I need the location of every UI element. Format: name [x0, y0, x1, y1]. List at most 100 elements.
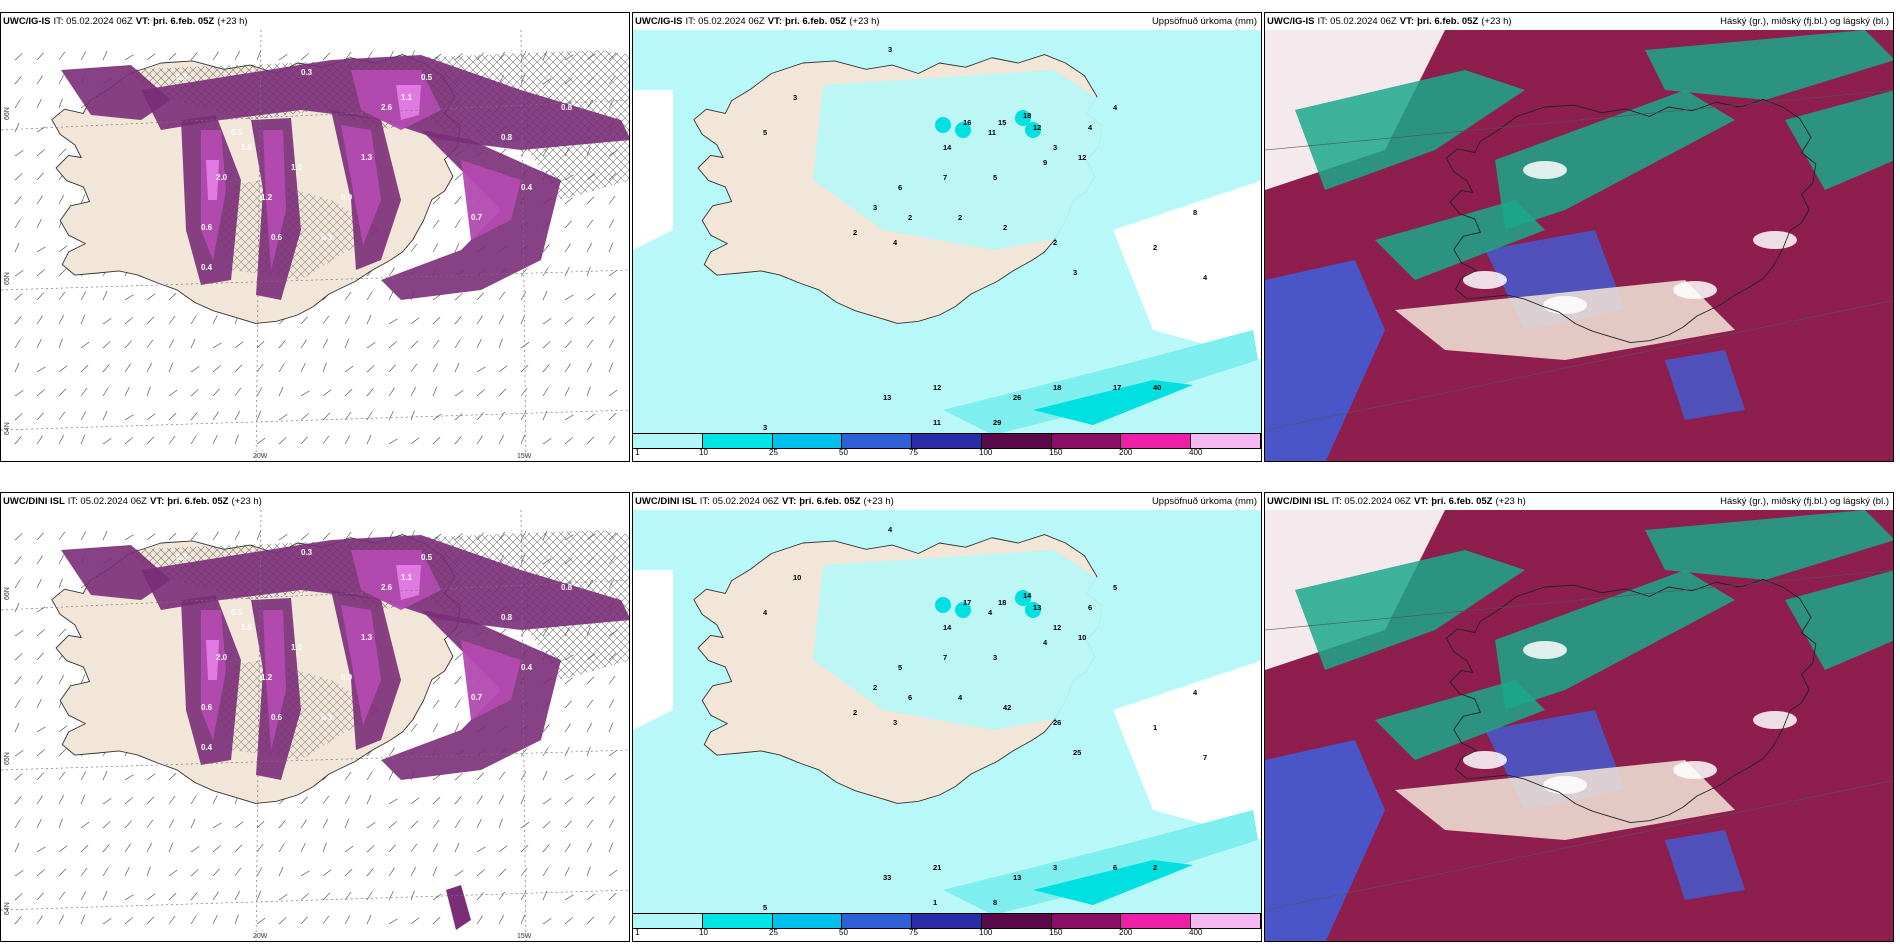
precip-value-label: 8 — [993, 898, 997, 907]
wind-barb — [586, 699, 594, 709]
wind-barb — [586, 916, 595, 925]
wind-barb — [190, 435, 197, 445]
latitude-label: 66N — [4, 587, 11, 600]
precip-value-label: 14 — [943, 143, 952, 152]
wind-barb — [564, 437, 573, 445]
latitude-line — [1, 99, 629, 131]
precip-field — [813, 70, 1258, 435]
wind-barb — [168, 772, 177, 781]
wind-barb — [366, 868, 374, 877]
precip-band — [1033, 860, 1193, 905]
wind-barb — [14, 99, 21, 109]
wind-barb — [542, 770, 548, 781]
wind-barb — [432, 843, 439, 853]
valid-time-label: VT: — [135, 16, 150, 27]
wind-barb — [14, 76, 22, 85]
wind-barb — [212, 794, 218, 805]
wind-barb — [58, 411, 66, 421]
wind-barb — [366, 411, 373, 421]
wind-barb — [14, 556, 22, 565]
wind-barb — [124, 437, 133, 445]
field-title: Háský (gr.), miðský (fj.bl.) og lágský (… — [1720, 16, 1889, 27]
precip-value-label: 5 — [1113, 583, 1117, 592]
wind-barb — [564, 243, 571, 253]
graticule: 66N 65N 64N 20W 15W — [1, 30, 629, 461]
wind-barb — [564, 220, 572, 229]
legend-label: 200 — [1119, 448, 1133, 457]
wind-barb — [124, 866, 130, 877]
precip-value-label: 26 — [1013, 393, 1021, 402]
wind-barb — [432, 699, 440, 709]
wind-barb — [278, 386, 284, 397]
wind-barb — [586, 676, 595, 685]
wind-barb — [476, 315, 483, 325]
init-time: IT: 05.02.2024 06Z — [1317, 16, 1397, 27]
wind-barb — [454, 796, 462, 805]
wind-barb — [520, 291, 527, 301]
lead-time: (+23 h) — [1495, 496, 1526, 507]
legend-label: 1 — [635, 928, 640, 937]
snow-value-label: 0.4 — [201, 263, 213, 272]
wind-barb — [36, 869, 45, 877]
wind-barb — [36, 149, 45, 157]
wind-barb — [212, 434, 218, 445]
wind-barb — [432, 436, 441, 445]
wind-barb — [388, 844, 396, 853]
snow-value-label: 0.3 — [176, 553, 188, 562]
clear-patch — [1543, 296, 1587, 314]
wind-barb — [36, 675, 43, 685]
field-title: Háský (gr.), miðský (fj.bl.) og lágský (… — [1720, 496, 1889, 507]
wind-barb — [564, 843, 571, 853]
wind-barb — [36, 629, 45, 637]
wind-barb — [542, 798, 552, 805]
wind-barb — [608, 339, 615, 349]
wind-barb — [14, 676, 22, 685]
wind-barb — [146, 293, 156, 301]
lead-time: (+23 h) — [1481, 16, 1512, 27]
snow-value-label: 1.0 — [291, 643, 303, 652]
snow-value-label: 1.2 — [261, 673, 273, 682]
init-time: IT: 05.02.2024 06Z — [67, 496, 147, 507]
wind-barb — [190, 818, 196, 829]
snow-value-label: 0.6 — [201, 223, 213, 232]
legend-label: 10 — [699, 928, 708, 937]
latitude-line — [1, 579, 629, 611]
wind-barb — [146, 533, 156, 541]
wind-barb — [564, 723, 571, 733]
wind-barb — [80, 387, 88, 397]
wind-barb — [36, 435, 43, 445]
snowfall-field — [61, 530, 629, 930]
wind-barb — [476, 818, 482, 829]
snow-value-label: 1.0 — [291, 163, 303, 172]
precip-value-label: 18 — [998, 598, 1006, 607]
wind-barb — [80, 364, 89, 373]
graticule-line — [1265, 89, 1893, 151]
wind-barb — [454, 653, 463, 661]
wind-barb — [102, 438, 112, 445]
wind-barb — [234, 844, 243, 853]
wind-barb — [14, 413, 23, 421]
wind-barb — [256, 530, 262, 541]
wind-barb — [542, 290, 548, 301]
legend-labels: 1 10 25 50 75 100 150 200 400 — [633, 928, 1261, 940]
snow-value-label: 2.0 — [216, 173, 228, 182]
legend-swatch — [633, 914, 703, 928]
legend-swatch — [1051, 434, 1122, 448]
precip-value-label: 9 — [1043, 158, 1047, 167]
wind-barb — [14, 339, 21, 349]
legend-label: 200 — [1119, 928, 1133, 937]
wind-barb — [586, 866, 591, 877]
wind-barb — [564, 363, 571, 373]
wind-barb — [608, 242, 614, 253]
wind-barb — [564, 414, 574, 421]
high-cloud — [1645, 510, 1893, 580]
legend-swatches — [633, 913, 1261, 929]
snow-value-label: 2.6 — [381, 103, 393, 112]
precip-value-label: 4 — [988, 608, 993, 617]
high-cloud — [1375, 680, 1545, 760]
wind-barb — [124, 363, 131, 373]
wind-barb — [256, 363, 264, 373]
model-name: UWC/DINI ISL — [3, 496, 65, 507]
longitude-label: 15W — [517, 453, 532, 460]
valid-time-label: VT: — [781, 496, 797, 507]
